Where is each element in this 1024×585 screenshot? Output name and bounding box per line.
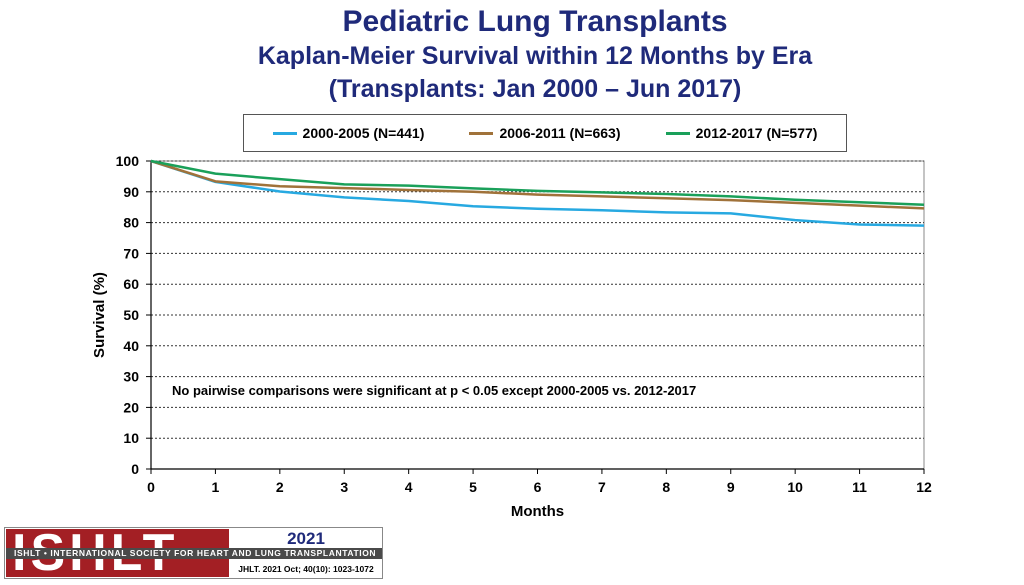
y-tick-label: 100 [116, 153, 140, 169]
x-tick-label: 11 [852, 479, 867, 495]
legend-item-2000-2005: 2000-2005 (N=441) [272, 125, 425, 141]
x-tick-label: 7 [598, 479, 606, 495]
y-axis-label: Survival (%) [91, 272, 108, 358]
y-tick-label: 40 [123, 338, 139, 354]
chart-legend: 2000-2005 (N=441) 2006-2011 (N=663) 2012… [243, 114, 847, 152]
legend-swatch [469, 131, 494, 135]
legend-label: 2012-2017 (N=577) [695, 125, 818, 141]
x-tick-label: 3 [340, 479, 348, 495]
x-tick-label: 9 [727, 479, 735, 495]
legend-item-2006-2011: 2006-2011 (N=663) [469, 125, 621, 141]
chart-date-range: (Transplants: Jan 2000 – Jun 2017) [328, 75, 742, 103]
y-tick-label: 60 [123, 276, 139, 292]
series-line-1 [150, 159, 925, 227]
y-tick-label: 70 [123, 245, 139, 261]
y-tick-label: 10 [123, 430, 139, 446]
footer-citation: JHLT. 2021 Oct; 40(10): 1023-1072 [238, 564, 374, 574]
series-line-2 [150, 159, 925, 210]
x-tick-label: 5 [469, 479, 477, 495]
legend-swatch [665, 131, 690, 135]
x-tick-label: 10 [787, 479, 803, 495]
y-tick-label: 20 [123, 399, 139, 415]
x-tick-label: 6 [534, 479, 542, 495]
footer-banner: ISHLT ISHLT • INTERNATIONAL SOCIETY FOR … [4, 527, 383, 579]
significance-note: No pairwise comparisons were significant… [172, 383, 696, 398]
y-tick-label: 30 [123, 369, 139, 385]
legend-label: 2006-2011 (N=663) [499, 125, 621, 141]
y-tick-label: 50 [123, 307, 139, 323]
x-axis-label: Months [511, 503, 564, 520]
legend-label: 2000-2005 (N=441) [302, 125, 425, 141]
x-tick-label: 0 [147, 479, 155, 495]
footer-year: 2021 [287, 529, 325, 548]
y-tick-label: 90 [123, 184, 139, 200]
series-line-3 [150, 159, 925, 206]
legend-item-2012-2017: 2012-2017 (N=577) [665, 125, 818, 141]
x-tick-label: 1 [212, 479, 220, 495]
page-title: Pediatric Lung Transplants [342, 5, 728, 38]
title-block: Pediatric Lung Transplants Kaplan-Meier … [0, 4, 1024, 106]
chart-subtitle: Kaplan-Meier Survival within 12 Months b… [257, 42, 813, 70]
x-tick-label: 2 [276, 479, 284, 495]
y-tick-label: 0 [131, 461, 139, 477]
legend-swatch [272, 131, 297, 135]
x-tick-label: 12 [916, 479, 932, 495]
org-name: ISHLT • INTERNATIONAL SOCIETY FOR HEART … [6, 548, 382, 559]
y-tick-label: 80 [123, 215, 139, 231]
x-tick-label: 4 [405, 479, 413, 495]
x-tick-label: 8 [662, 479, 670, 495]
